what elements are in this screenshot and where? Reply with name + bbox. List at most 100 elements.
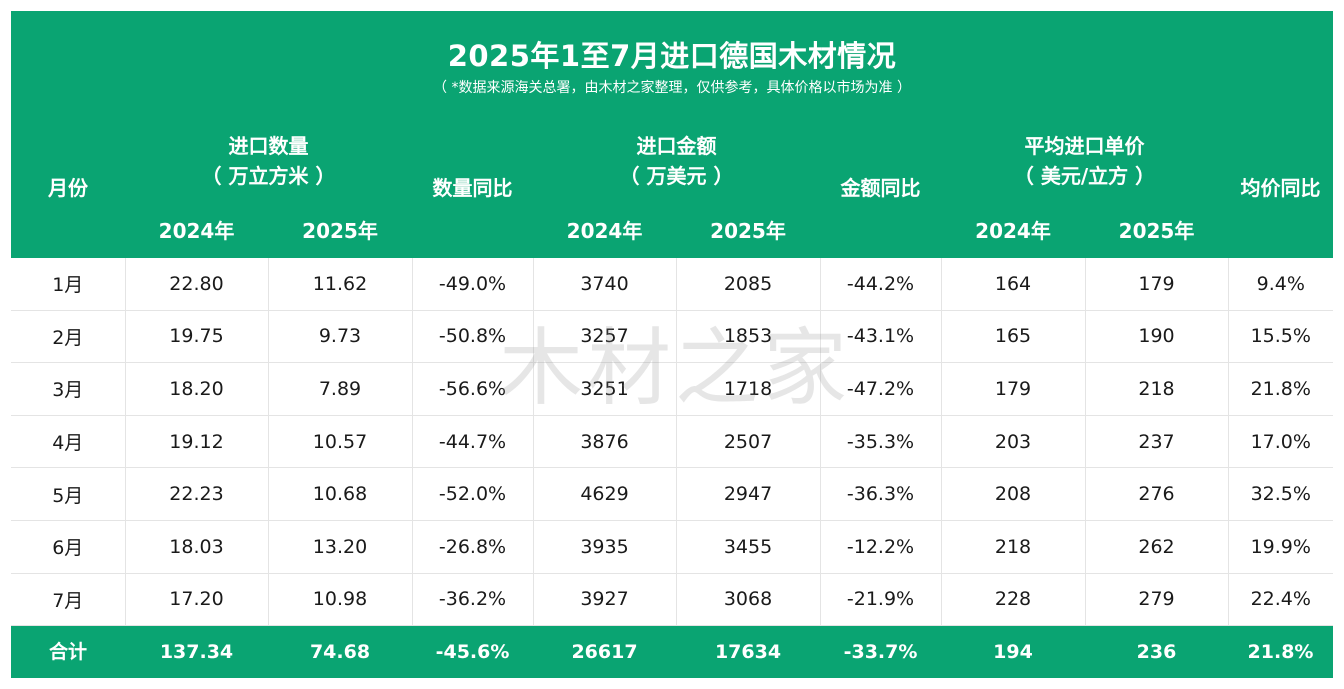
cell-qty-2024: 18.03 [125, 520, 269, 574]
cell-month: 2月 [11, 310, 126, 364]
header-price-group: 平均进口单价 （ 美元/立方 ） [941, 131, 1228, 191]
cell-price-2025: 279 [1085, 573, 1229, 627]
table-row: 1月 22.80 11.62 -49.0% 3740 2085 -44.2% 164 179 9.… [11, 258, 1333, 311]
cell-price-2024: 165 [941, 310, 1086, 364]
header-qty-title: 进口数量 [228, 134, 309, 158]
cell-month: 4月 [11, 415, 126, 469]
cell-month: 1月 [11, 258, 126, 311]
header-qty-2024: 2024年 [158, 219, 235, 243]
cell-price-yoy: 21.8% [1228, 362, 1333, 416]
cell-qty-yoy: -44.7% [412, 415, 534, 469]
cell-month: 3月 [11, 362, 126, 416]
header-amt-group: 进口金额 （ 万美元 ） [533, 131, 820, 191]
cell-qty-yoy: -56.6% [412, 362, 534, 416]
cell-qty-2024: 18.20 [125, 362, 269, 416]
cell-price-yoy: 15.5% [1228, 310, 1333, 364]
header-amt-2024: 2024年 [566, 219, 643, 243]
cell-amt-2025: 2085 [676, 258, 821, 311]
cell-qty-2024: 22.80 [125, 258, 269, 311]
cell-price-yoy: 22.4% [1228, 573, 1333, 627]
header-qty-2025: 2025年 [302, 219, 378, 243]
table-row: 3月 18.20 7.89 -56.6% 3251 1718 -47.2% 179 218 21.… [11, 362, 1333, 416]
data-sheet: 2025年1至7月进口德国木材情况 （ *数据来源海关总署，由木材之家整理，仅供… [11, 11, 1333, 678]
cell-qty-2024: 19.12 [125, 415, 269, 469]
cell-price-2025: 237 [1085, 415, 1229, 469]
cell-price-2025: 276 [1085, 467, 1229, 521]
total-qty-2024: 137.34 [159, 641, 234, 663]
total-price-2024: 194 [993, 641, 1033, 663]
cell-qty-2024: 22.23 [125, 467, 269, 521]
cell-amt-2025: 1853 [676, 310, 821, 364]
cell-price-2024: 203 [941, 415, 1086, 469]
cell-amt-2024: 3876 [533, 415, 677, 469]
cell-amt-2024: 3740 [533, 258, 677, 311]
cell-price-2025: 218 [1085, 362, 1229, 416]
total-amt-yoy: -33.7% [843, 641, 918, 663]
cell-amt-2024: 3935 [533, 520, 677, 574]
header-qty-unit: （ 万立方米 ） [201, 164, 336, 188]
header-price-title: 平均进口单价 [1024, 134, 1145, 158]
cell-qty-2025: 11.62 [268, 258, 413, 311]
cell-amt-yoy: -47.2% [820, 362, 942, 416]
total-price-yoy: 21.8% [1247, 641, 1314, 663]
total-row: 合计 137.34 74.68 -45.6% 26617 17634 -33.7… [11, 626, 1333, 678]
total-label: 合计 [48, 641, 87, 663]
cell-price-2024: 164 [941, 258, 1086, 311]
cell-amt-2024: 3257 [533, 310, 677, 364]
header-qty-yoy: 数量同比 [432, 176, 513, 200]
cell-price-2024: 218 [941, 520, 1086, 574]
cell-amt-2024: 3251 [533, 362, 677, 416]
cell-amt-yoy: -36.3% [820, 467, 942, 521]
cell-qty-yoy: -50.8% [412, 310, 534, 364]
table-row: 7月 17.20 10.98 -36.2% 3927 3068 -21.9% 228 279 22… [11, 573, 1333, 627]
cell-qty-yoy: -26.8% [412, 520, 534, 574]
header-price-unit: （ 美元/立方 ） [1013, 164, 1156, 188]
header-amt-2025: 2025年 [710, 219, 786, 243]
cell-amt-2024: 3927 [533, 573, 677, 627]
cell-amt-2025: 3068 [676, 573, 821, 627]
table-row: 2月 19.75 9.73 -50.8% 3257 1853 -43.1% 165 190 15.… [11, 310, 1333, 364]
cell-amt-2025: 2507 [676, 415, 821, 469]
cell-amt-yoy: -44.2% [820, 258, 942, 311]
page-title: 2025年1至7月进口德国木材情况 [447, 39, 897, 73]
header-month: 月份 [48, 176, 88, 200]
cell-qty-yoy: -49.0% [412, 258, 534, 311]
cell-price-2024: 228 [941, 573, 1086, 627]
cell-qty-yoy: -52.0% [412, 467, 534, 521]
data-table: 1月 22.80 11.62 -49.0% 3740 2085 -44.2% 164 179 9.… [11, 258, 1333, 627]
cell-price-2024: 208 [941, 467, 1086, 521]
total-qty-yoy: -45.6% [435, 641, 510, 663]
cell-qty-2024: 17.20 [125, 573, 269, 627]
table-row: 5月 22.23 10.68 -52.0% 4629 2947 -36.3% 208 276 32… [11, 467, 1333, 521]
cell-amt-yoy: -21.9% [820, 573, 942, 627]
cell-price-yoy: 32.5% [1228, 467, 1333, 521]
cell-amt-yoy: -12.2% [820, 520, 942, 574]
header-amt-unit: （ 万美元 ） [619, 164, 734, 188]
cell-qty-2025: 9.73 [268, 310, 413, 364]
cell-qty-2025: 7.89 [268, 362, 413, 416]
header-qty-group: 进口数量 （ 万立方米 ） [125, 131, 412, 191]
cell-price-2025: 190 [1085, 310, 1229, 364]
page-subtitle: （ *数据来源海关总署，由木材之家整理，仅供参考，具体价格以市场为准 ） [433, 80, 911, 96]
table-header: 2025年1至7月进口德国木材情况 （ *数据来源海关总署，由木材之家整理，仅供… [11, 11, 1333, 258]
cell-qty-yoy: -36.2% [412, 573, 534, 627]
cell-qty-2025: 10.68 [268, 467, 413, 521]
cell-qty-2025: 10.98 [268, 573, 413, 627]
table-row: 4月 19.12 10.57 -44.7% 3876 2507 -35.3% 203 237 17… [11, 415, 1333, 469]
cell-price-2024: 179 [941, 362, 1086, 416]
cell-amt-yoy: -43.1% [820, 310, 942, 364]
total-qty-2025: 74.68 [309, 641, 371, 663]
total-amt-2025: 17634 [714, 641, 782, 663]
cell-price-2025: 179 [1085, 258, 1229, 311]
header-price-2025: 2025年 [1118, 219, 1195, 243]
total-price-2025: 236 [1136, 641, 1177, 663]
cell-month: 5月 [11, 467, 126, 521]
cell-qty-2025: 10.57 [268, 415, 413, 469]
cell-qty-2025: 13.20 [268, 520, 413, 574]
header-amt-title: 进口金额 [636, 134, 717, 158]
cell-amt-yoy: -35.3% [820, 415, 942, 469]
table-body: 1月 22.80 11.62 -49.0% 3740 2085 -44.2% 164 179 9.… [11, 258, 1333, 627]
header-price-yoy: 均价同比 [1240, 176, 1321, 200]
cell-price-yoy: 9.4% [1228, 258, 1333, 311]
header-price-2024: 2024年 [975, 219, 1051, 243]
